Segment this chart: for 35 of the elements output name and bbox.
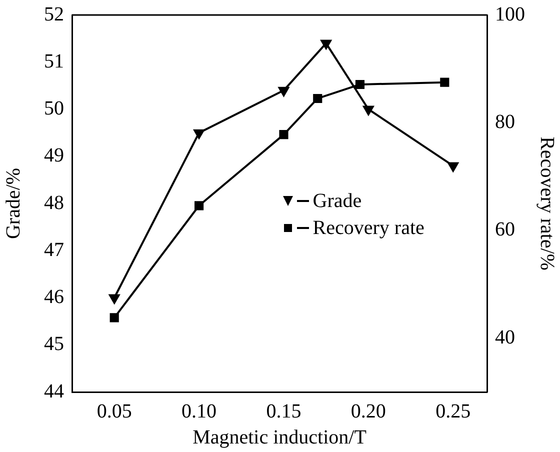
point [278, 86, 290, 96]
y-tick-label: 44 [44, 380, 64, 402]
y-tick-label: 52 [44, 3, 64, 26]
y-tick-label: 49 [44, 144, 64, 167]
legend-label: Recovery rate [312, 216, 424, 240]
x-tick-label: 0.05 [96, 400, 132, 422]
point [440, 78, 450, 87]
x-tick-label: 0.25 [436, 400, 471, 422]
point [279, 130, 288, 140]
x-tick-label: 0.15 [266, 400, 302, 422]
y-tick-label: 50 [44, 98, 64, 120]
y2-tick-label: 80 [495, 110, 515, 133]
y-tick-label: 48 [44, 192, 64, 214]
y-tick-label: 45 [44, 333, 64, 356]
y2-tick-label: 40 [495, 326, 515, 348]
point [194, 129, 204, 139]
y2-tick-label: 60 [495, 218, 515, 241]
y2-axis-title: Recovery rate/% [536, 136, 558, 270]
point [194, 201, 204, 210]
y-tick-label: 47 [44, 238, 64, 261]
point [109, 294, 120, 304]
point [355, 80, 364, 90]
x-tick-label: 0.20 [350, 400, 386, 422]
y-tick-label: 46 [44, 286, 64, 308]
y-axis-title: Grade/% [2, 168, 24, 240]
y-tick-label: 51 [44, 50, 64, 72]
point [363, 106, 374, 116]
point [313, 94, 322, 104]
legend-label: Grade [312, 190, 362, 213]
x-axis-title: Magnetic induction/T [192, 426, 366, 448]
x-tick-label: 0.10 [182, 400, 217, 422]
point [110, 313, 119, 322]
point [448, 162, 458, 172]
y2-tick-label: 100 [495, 3, 525, 26]
point [320, 40, 332, 50]
